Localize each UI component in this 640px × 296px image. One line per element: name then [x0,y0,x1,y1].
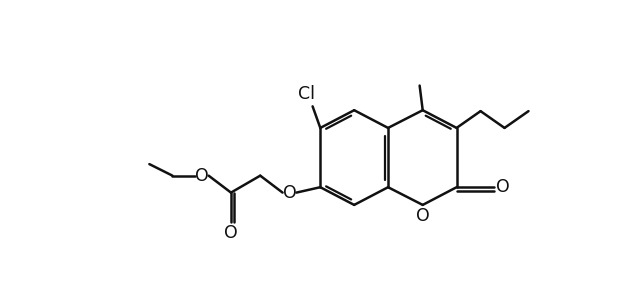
Text: O: O [416,207,429,225]
Text: O: O [496,178,509,196]
Text: O: O [224,224,238,242]
Text: O: O [195,167,209,185]
Text: O: O [283,184,296,202]
Text: Cl: Cl [298,85,315,103]
